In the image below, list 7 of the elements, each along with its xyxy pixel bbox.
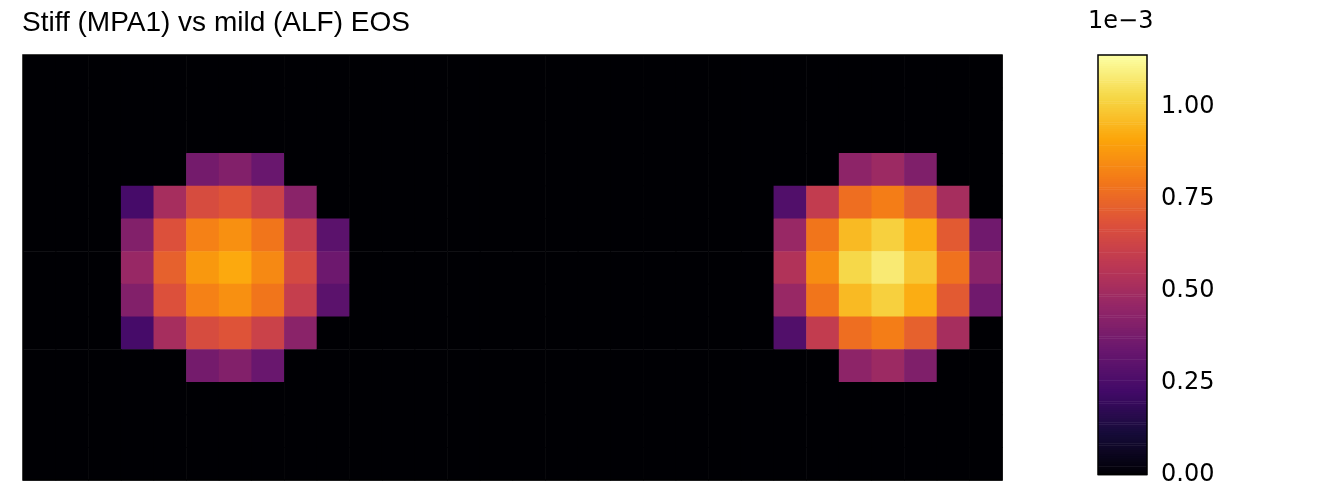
color-bar-label: 0.75 bbox=[1161, 182, 1215, 211]
color-bar-label: 0.25 bbox=[1161, 366, 1215, 395]
color-bar-label: 0.00 bbox=[1161, 458, 1215, 487]
text: 1e−3 bbox=[1088, 6, 1154, 34]
color-bar-label: 1.00 bbox=[1161, 90, 1215, 119]
chart-title: Stiff (MPA1) vs mild (ALF) EOS bbox=[22, 6, 410, 38]
color-bar-label: 0.50 bbox=[1161, 274, 1215, 303]
